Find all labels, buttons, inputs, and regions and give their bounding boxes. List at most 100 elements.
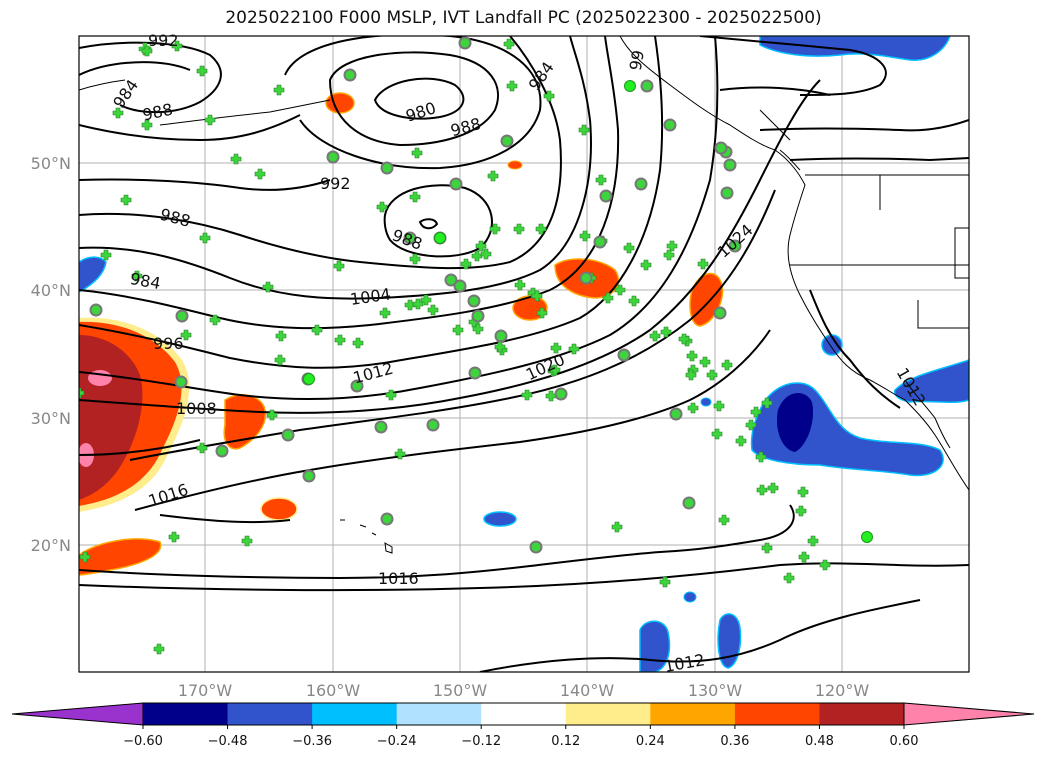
contour-label: 1008 [176, 399, 217, 418]
station-cross-marker [659, 576, 671, 588]
station-dot-marker [89, 303, 103, 317]
station-dot-marker [663, 118, 677, 132]
station-cross-marker [750, 406, 762, 418]
station-dot-marker [500, 134, 514, 148]
station-dot-marker [728, 239, 742, 253]
ivt-positive-shading [79, 92, 724, 576]
station-cross-marker [568, 343, 580, 355]
station-cross-marker [412, 298, 424, 310]
ivt-negative-shading [79, 36, 969, 672]
station-cross-marker [611, 521, 623, 533]
station-cross-marker [535, 223, 547, 235]
station-cross-marker [254, 168, 266, 180]
station-cross-marker [663, 249, 675, 261]
colorbar-tick-label: 0.36 [720, 734, 749, 749]
station-dot-marker [302, 469, 316, 483]
station-cross-marker [209, 314, 221, 326]
station-cross-marker [275, 330, 287, 342]
station-cross-marker [420, 294, 432, 306]
colorbar-tick-label: −0.60 [123, 734, 163, 749]
station-cross-marker [761, 542, 773, 554]
station-cross-marker [699, 356, 711, 368]
station-cross-marker [761, 397, 773, 409]
station-cross-marker [711, 428, 723, 440]
colorbar-tick-label: −0.24 [377, 734, 417, 749]
station-dot-marker [350, 379, 364, 393]
station-cross-marker [678, 333, 690, 345]
station-cross-marker [409, 253, 421, 265]
station-cross-marker [549, 364, 561, 376]
lon-label: 150°W [433, 681, 488, 700]
station-cross-marker [503, 38, 515, 50]
station-dot-marker [494, 329, 508, 343]
contour-label: 992 [320, 174, 351, 193]
station-cross-marker [550, 342, 562, 354]
colorbar-segment [819, 703, 905, 725]
station-dot-marker [215, 444, 229, 458]
lon-label: 170°W [178, 681, 233, 700]
station-cross-marker [472, 323, 484, 335]
station-cross-marker [649, 330, 661, 342]
station-cross-marker [807, 535, 819, 547]
colorbar-segment [227, 703, 313, 725]
contour-label: 996 [153, 334, 184, 353]
station-cross-marker [168, 531, 180, 543]
station-dot-marker [529, 540, 543, 554]
station-cross-marker [262, 281, 274, 293]
station-cross-marker [602, 292, 614, 304]
station-cross-marker [640, 259, 652, 271]
station-dot-marker [281, 428, 295, 442]
station-dot-marker [624, 80, 636, 92]
station-cross-marker [706, 369, 718, 381]
station-cross-marker [100, 249, 112, 261]
station-dot-marker [444, 273, 458, 287]
station-cross-marker [545, 390, 557, 402]
lat-label: 30°N [31, 409, 71, 428]
station-cross-marker [411, 147, 423, 159]
lon-label: 120°W [815, 681, 870, 700]
station-dot-marker [714, 141, 728, 155]
station-cross-marker [487, 170, 499, 182]
station-dot-marker [380, 161, 394, 175]
station-cross-marker [685, 369, 697, 381]
station-cross-marker [819, 559, 831, 571]
station-dot-marker [593, 235, 607, 249]
lat-label: 40°N [31, 281, 71, 300]
station-cross-marker [196, 65, 208, 77]
colorbar-border [142, 702, 905, 726]
station-dot-marker [599, 189, 613, 203]
colorbar-segment [396, 703, 482, 725]
station-marker-group [79, 36, 873, 655]
station-dot-marker [458, 36, 472, 50]
station-cross-marker [628, 295, 640, 307]
colorbar-tick-label: −0.12 [461, 734, 501, 749]
colorbar-tick-label: 0.60 [890, 734, 919, 749]
station-cross-marker [756, 484, 768, 496]
station-cross-marker [171, 40, 183, 52]
station-cross-marker [379, 307, 391, 319]
colorbar-segment [312, 703, 398, 725]
station-dot-marker [617, 348, 631, 362]
station-cross-marker [141, 45, 153, 57]
station-cross-marker [376, 201, 388, 213]
station-cross-marker [721, 359, 733, 371]
station-cross-marker [536, 307, 548, 319]
mslp-isobars [79, 36, 969, 672]
station-dot-marker [713, 306, 727, 320]
station-dot-marker [434, 232, 446, 244]
station-cross-marker [578, 124, 590, 136]
colorbar-extend-low [11, 702, 144, 726]
station-dot-marker [682, 496, 696, 510]
station-cross-marker [595, 174, 607, 186]
station-cross-marker [494, 341, 506, 353]
lon-label: 160°W [306, 681, 361, 700]
station-cross-marker [475, 240, 487, 252]
station-cross-marker [311, 324, 323, 336]
lat-label: 50°N [31, 154, 71, 173]
station-cross-marker [531, 290, 543, 302]
station-cross-marker [471, 250, 483, 262]
station-dot-marker [175, 309, 189, 323]
colorbar-segment [565, 703, 651, 725]
station-cross-marker [352, 337, 364, 349]
station-cross-marker [334, 334, 346, 346]
